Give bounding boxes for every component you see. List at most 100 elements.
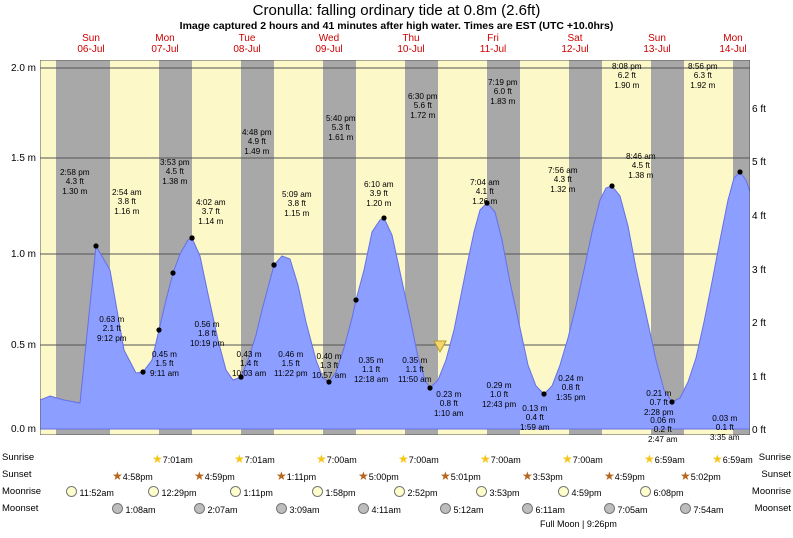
sun-icon: ★: [112, 469, 123, 483]
y-tick-right-3: 3 ft: [752, 265, 766, 276]
moon-icon: [394, 486, 405, 497]
day-label-5: Fri 11-Jul: [458, 33, 528, 55]
extreme-label-20: 7:19 pm 6.0 ft 1.83 m: [488, 78, 518, 106]
sun-icon: ★: [522, 469, 533, 483]
moonset-cell-5: 6:11am: [522, 503, 565, 515]
y-tick-left-3: 0.5 m: [10, 340, 36, 351]
sunrise-cell-2: ★7:00am: [316, 452, 357, 466]
sunrise-cell-0: ★7:01am: [152, 452, 193, 466]
day-label-1: Mon 07-Jul: [130, 33, 200, 55]
y-tick-right-0: 6 ft: [752, 104, 766, 115]
sunrise-cell-4: ★7:00am: [480, 452, 521, 466]
moonset-row-label-right: Moonset: [754, 503, 791, 514]
moon-icon: [604, 503, 615, 514]
moon-icon: [230, 486, 241, 497]
extreme-label-18: 7:04 am 4.1 ft 1.26 m: [470, 178, 500, 206]
y-tick-left-4: 0.0 m: [10, 424, 36, 435]
extreme-label-14: 6:10 am 3.9 ft 1.20 m: [364, 180, 394, 208]
day-date: 12-Jul: [561, 44, 589, 55]
moon-icon: [440, 503, 451, 514]
moonset-cell-7: 7:54am: [680, 503, 724, 515]
sunrise-row-label-left: Sunrise: [2, 452, 35, 463]
sun-icon: ★: [194, 469, 205, 483]
page-title: Cronulla: falling ordinary tide at 0.8m …: [252, 2, 541, 19]
extreme-label-17: 0.23 m 0.8 ft 1:10 am: [434, 390, 464, 418]
moonrise-cell-2: 1:11pm: [230, 486, 273, 498]
moon-icon: [276, 503, 287, 514]
day-date: 14-Jul: [719, 44, 747, 55]
moon-icon: [558, 486, 569, 497]
extreme-label-10: 5:09 am 3.8 ft 1.15 m: [282, 190, 312, 218]
sunrise-row-label-right: Sunrise: [758, 452, 791, 463]
sunrise-cell-1: ★7:01am: [234, 452, 275, 466]
moonset-cell-3: 4:11am: [358, 503, 401, 515]
sunset-cell-3: ★5:00pm: [358, 469, 399, 483]
day-label-3: Wed 09-Jul: [294, 33, 364, 55]
sunrise-cell-6: ★6:59am: [644, 452, 685, 466]
extreme-label-8: 4:48 pm 4.9 ft 1.49 m: [242, 128, 272, 156]
moon-icon: [522, 503, 533, 514]
day-label-6: Sat 12-Jul: [540, 33, 610, 55]
moonrise-cell-6: 4:59pm: [558, 486, 602, 498]
extreme-label-11: 0.40 m 1.3 ft 10:57 am: [312, 352, 347, 380]
day-date: 07-Jul: [151, 44, 179, 55]
day-name: Wed: [318, 33, 340, 44]
moon-icon: [194, 503, 205, 514]
extreme-label-23: 0.24 m 0.8 ft 1:35 pm: [556, 374, 586, 402]
day-date: 09-Jul: [315, 44, 343, 55]
moonrise-row-label-right: Moonrise: [751, 486, 791, 497]
day-name: Mon: [723, 33, 743, 44]
y-tick-right-5: 1 ft: [752, 372, 766, 383]
y-tick-right-4: 2 ft: [752, 318, 766, 329]
sun-icon: ★: [680, 469, 691, 483]
day-name: Fri: [487, 33, 499, 44]
current-time-marker: [433, 340, 447, 354]
extreme-label-16: 6:30 pm 5.6 ft 1.72 m: [408, 92, 438, 120]
moon-icon: [640, 486, 651, 497]
moonset-cell-4: 5:12am: [440, 503, 484, 515]
sunset-row-label-right: Sunset: [761, 469, 791, 480]
sunrise-cell-5: ★7:00am: [562, 452, 603, 466]
extreme-label-4: 3:53 pm 4.5 ft 1.38 m: [160, 158, 190, 186]
sun-icon: ★: [152, 452, 163, 466]
day-name: Thu: [402, 33, 420, 44]
extreme-label-1: 0.63 m 2.1 ft 9:12 pm: [97, 315, 127, 343]
sunset-cell-0: ★4:58pm: [112, 469, 153, 483]
moon-icon: [680, 503, 691, 514]
moonrise-cell-0: 11:52am: [66, 486, 114, 498]
day-date: 08-Jul: [233, 44, 261, 55]
sun-icon: ★: [358, 469, 369, 483]
moon-icon: [112, 503, 123, 514]
extreme-label-7: 0.43 m 1.4 ft 10:03 am: [232, 350, 267, 378]
day-label-2: Tue 08-Jul: [212, 33, 282, 55]
sunrise-cell-7: ★6:59am: [712, 452, 753, 466]
sunrise-cell-3: ★7:00am: [398, 452, 439, 466]
moon-phase-note: Full Moon | 9:26pm: [540, 519, 617, 529]
sun-icon: ★: [562, 452, 573, 466]
sun-icon: ★: [316, 452, 327, 466]
day-date: 13-Jul: [643, 44, 671, 55]
y-tick-right-6: 0 ft: [752, 425, 766, 436]
moonrise-cell-4: 2:52pm: [394, 486, 438, 498]
extreme-label-6: 4:02 am 3.7 ft 1.14 m: [196, 198, 226, 226]
day-label-4: Thu 10-Jul: [376, 33, 446, 55]
sun-icon: ★: [604, 469, 615, 483]
moonrise-cell-5: 3:53pm: [476, 486, 520, 498]
y-tick-left-0: 2.0 m: [10, 63, 36, 74]
sun-icon: ★: [480, 452, 491, 466]
moon-icon: [476, 486, 487, 497]
day-date: 10-Jul: [397, 44, 425, 55]
extreme-label-9: 0.46 m 1.5 ft 11:22 pm: [274, 350, 308, 378]
sunset-cell-6: ★4:59pm: [604, 469, 645, 483]
moonset-cell-6: 7:05am: [604, 503, 648, 515]
extreme-label-28: 8:56 pm 6.3 ft 1.92 m: [688, 62, 718, 90]
extreme-label-12: 5:40 pm 5.3 ft 1.61 m: [326, 114, 356, 142]
tide-plot-svg: [40, 60, 750, 435]
sunset-cell-1: ★4:59pm: [194, 469, 235, 483]
extreme-label-21: 0.13 m 0.4 ft 1:59 am: [520, 404, 550, 432]
y-tick-right-2: 4 ft: [752, 211, 766, 222]
moonrise-cell-1: 12:29pm: [148, 486, 197, 498]
extreme-label-27: 0.21 m 0.7 ft 2:28 pm: [644, 389, 674, 417]
moonrise-cell-3: 1:58pm: [312, 486, 356, 498]
